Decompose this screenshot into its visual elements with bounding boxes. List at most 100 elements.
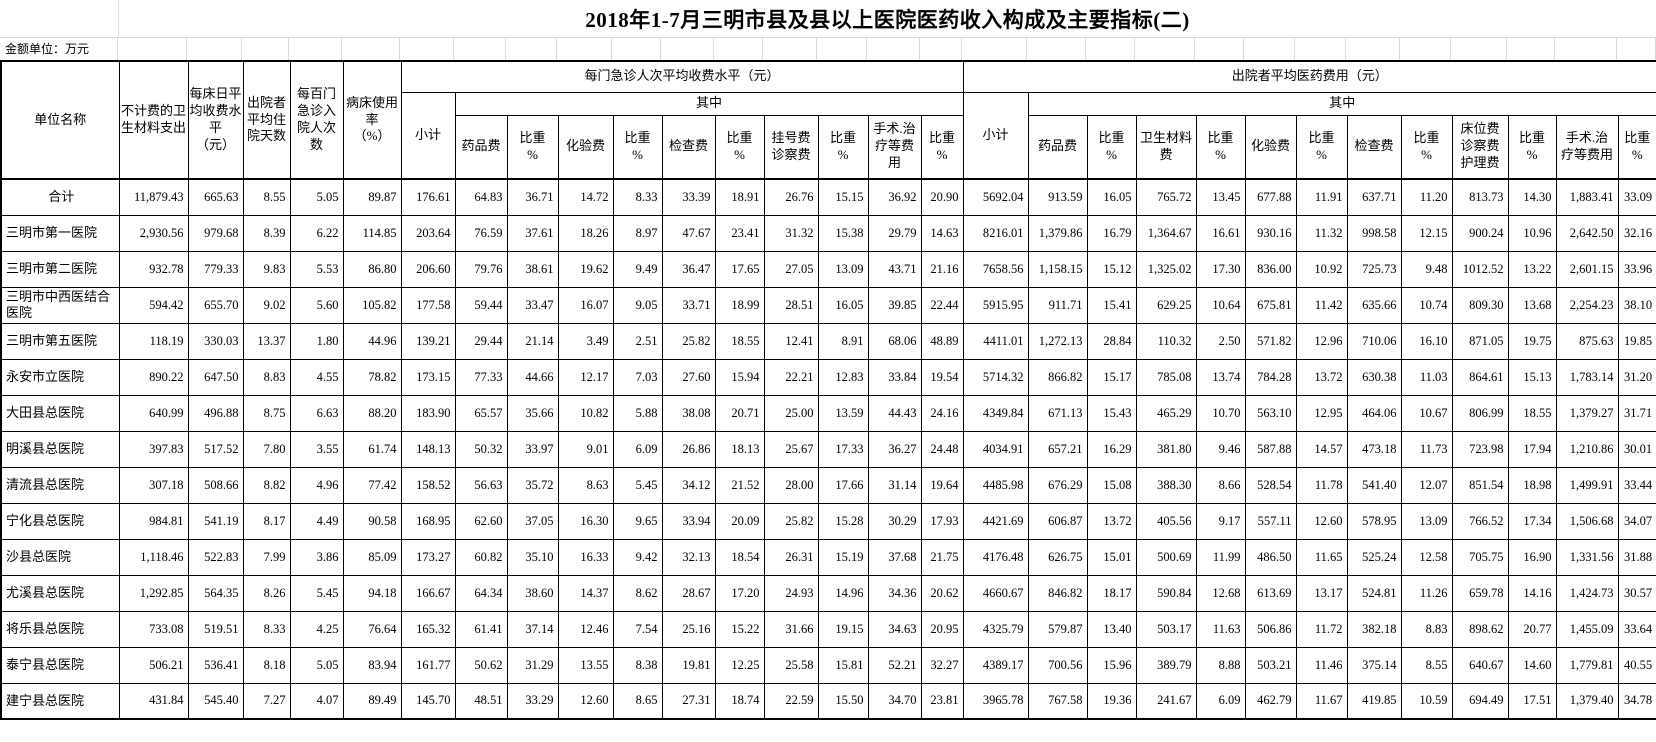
header-g2-lab-fee: 化验费 (1244, 114, 1297, 180)
table-cell: 8.39 (242, 214, 291, 252)
table-cell: 64.83 (454, 178, 508, 216)
table-cell: 930.16 (1244, 214, 1297, 252)
table-cell: 13.09 (817, 250, 869, 288)
table-cell: 11,879.43 (118, 178, 189, 216)
table-cell: 1,506.68 (1555, 502, 1619, 540)
gridline-cell (242, 38, 289, 60)
gridline-cell (817, 38, 867, 60)
table-cell: 911.71 (1027, 286, 1088, 324)
table-cell: 8.82 (242, 466, 291, 504)
header-g1-lab-fee: 化验费 (557, 114, 614, 180)
table-cell: 4325.79 (962, 610, 1029, 648)
table-cell: 15.13 (1507, 358, 1557, 396)
table-cell: 26.31 (763, 538, 819, 576)
header-g1-registration-pct: 比重 % (817, 114, 869, 180)
table-cell: 31.32 (763, 214, 819, 252)
gridline-cell (1027, 38, 1086, 60)
header-g2-surgery-pct: 比重 % (1617, 114, 1656, 180)
row-name: 沙县总医院 (0, 538, 120, 576)
table-cell: 998.58 (1346, 214, 1402, 252)
table-row: 泰宁县总医院 506.21 536.41 8.18 5.05 83.94 161.77 50… (0, 646, 1656, 684)
table-cell: 10.59 (1400, 682, 1453, 720)
table-cell: 165.32 (400, 610, 456, 648)
row-name: 三明市中西医结合医院 (0, 286, 120, 324)
header-bed-utilization: 病床使用率 （%） (342, 60, 402, 180)
table-cell: 38.08 (661, 394, 716, 432)
table-cell: 1,783.14 (1555, 358, 1619, 396)
table-cell: 34.07 (1617, 502, 1656, 540)
table-cell: 2.51 (612, 322, 663, 360)
table-row: 明溪县总医院 397.83 517.52 7.80 3.55 61.74 148.13 50… (0, 430, 1656, 468)
header-g2-exam-pct: 比重 % (1400, 114, 1453, 180)
table-cell: 17.65 (714, 250, 765, 288)
table-cell: 37.61 (506, 214, 559, 252)
table-cell: 13.40 (1086, 610, 1137, 648)
table-cell: 11.63 (1195, 610, 1246, 648)
table-cell: 8.83 (1400, 610, 1453, 648)
table-cell: 9.17 (1195, 502, 1246, 540)
table-cell: 20.95 (920, 610, 964, 648)
table-cell: 10.96 (1507, 214, 1557, 252)
table-cell: 32.27 (920, 646, 964, 684)
table-row: 将乐县总医院 733.08 519.51 8.33 4.25 76.64 165.32 61… (0, 610, 1656, 648)
table-cell: 26.76 (763, 178, 819, 216)
table-cell: 89.87 (342, 178, 402, 216)
table-cell: 8.38 (612, 646, 663, 684)
page-title: 2018年1-7月三明市县及县以上医院医药收入构成及主要指标(二) (585, 7, 1190, 32)
table-cell: 9.49 (612, 250, 663, 288)
table-cell: 62.60 (454, 502, 508, 540)
table-cell: 15.15 (817, 178, 869, 216)
table-cell: 11.73 (1400, 430, 1453, 468)
header-g2-bed-nursing-pct: 比重 % (1507, 114, 1557, 180)
table-cell: 76.64 (342, 610, 402, 648)
table-cell: 4349.84 (962, 394, 1029, 432)
table-cell: 15.38 (817, 214, 869, 252)
table-row: 尤溪县总医院 1,292.85 564.35 8.26 5.45 94.18 166.67… (0, 574, 1656, 612)
header-group-discharged: 出院者平均医药费用（元） (962, 60, 1656, 93)
table-cell: 241.67 (1135, 682, 1197, 720)
table-cell: 779.33 (187, 250, 244, 288)
table-cell: 17.34 (1507, 502, 1557, 540)
table-cell: 60.82 (454, 538, 508, 576)
table-cell: 18.17 (1086, 574, 1137, 612)
table-cell: 1012.52 (1451, 250, 1509, 288)
table-cell: 50.32 (454, 430, 508, 468)
header-g1-surgery-pct: 比重 % (920, 114, 964, 180)
table-cell: 65.57 (454, 394, 508, 432)
table-cell: 11.67 (1295, 682, 1348, 720)
table-cell: 4176.48 (962, 538, 1029, 576)
table-cell: 18.55 (1507, 394, 1557, 432)
table-cell: 17.30 (1195, 250, 1246, 288)
table-cell: 168.95 (400, 502, 456, 540)
table-cell: 506.21 (118, 646, 189, 684)
table-row: 三明市中西医结合医院 594.42 655.70 9.02 5.60 105.82 177… (0, 286, 1656, 324)
table-cell: 765.72 (1135, 178, 1197, 216)
table-cell: 503.17 (1135, 610, 1197, 648)
table-cell: 13.09 (1400, 502, 1453, 540)
table-cell: 27.31 (661, 682, 716, 720)
table-cell: 86.80 (342, 250, 402, 288)
table-cell: 28.67 (661, 574, 716, 612)
row-name: 永安市立医院 (0, 358, 120, 396)
table-cell: 419.85 (1346, 682, 1402, 720)
table-cell: 13.37 (242, 322, 291, 360)
table-cell: 541.40 (1346, 466, 1402, 504)
table-cell: 161.77 (400, 646, 456, 684)
table-cell: 3965.78 (962, 682, 1029, 720)
table-cell: 14.16 (1507, 574, 1557, 612)
table-header: 单位名称 不计费的卫生材料支出 每床日平均收费水平 （元） 出院者平均住院天数 … (0, 60, 1656, 180)
table-cell: 503.21 (1244, 646, 1297, 684)
table-cell: 83.94 (342, 646, 402, 684)
table-cell: 15.08 (1086, 466, 1137, 504)
header-g2-drug-pct: 比重 % (1086, 114, 1137, 180)
table-cell: 541.19 (187, 502, 244, 540)
gridline-cell (920, 38, 962, 60)
header-g2-exam-fee: 检查费 (1346, 114, 1402, 180)
table-cell: 139.21 (400, 322, 456, 360)
header-admissions-per-100-visits: 每百门急诊入院人次数 (289, 60, 344, 180)
table-cell: 11.42 (1295, 286, 1348, 324)
table-cell: 431.84 (118, 682, 189, 720)
table-cell: 16.30 (557, 502, 614, 540)
header-g2-lab-pct: 比重 % (1295, 114, 1348, 180)
table-row: 清流县总医院 307.18 508.66 8.82 4.96 77.42 158.52 56… (0, 466, 1656, 504)
